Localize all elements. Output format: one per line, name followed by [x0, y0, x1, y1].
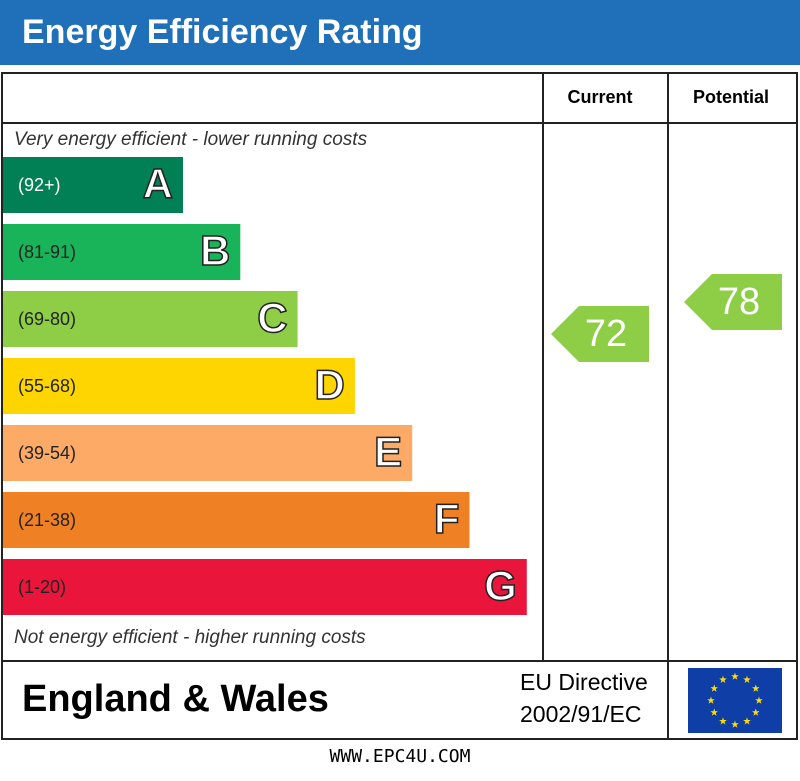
potential-arrow	[684, 274, 782, 330]
eu-star	[731, 720, 739, 728]
top-note: Very energy efficient - lower running co…	[14, 129, 368, 150]
band-letter: F	[434, 495, 460, 542]
column-header: Current	[567, 87, 632, 107]
band	[3, 224, 241, 280]
band	[3, 358, 355, 414]
band-letter: G	[484, 562, 517, 609]
directive: 2002/91/EC	[520, 701, 641, 727]
eu-star	[743, 717, 751, 725]
band-letter: C	[257, 294, 287, 341]
band	[3, 492, 470, 548]
eu-star	[752, 684, 760, 692]
column-header: Potential	[693, 87, 769, 107]
band-range: (39-54)	[18, 443, 76, 463]
title-bar	[0, 0, 800, 65]
band	[3, 157, 183, 213]
website: WWW.EPC4U.COM	[330, 746, 471, 767]
bands: (92+) A (81-91) B (69-80) C (55-68) D (39-54) E (2…	[3, 157, 527, 615]
frame	[1, 72, 798, 740]
band-letter: B	[200, 227, 230, 274]
eu-stars	[707, 672, 763, 728]
band	[3, 291, 298, 347]
band-range: (21-38)	[18, 510, 76, 530]
band-letter: D	[315, 361, 345, 408]
eu-star	[731, 672, 739, 680]
eu-star	[719, 717, 727, 725]
band-range: (1-20)	[18, 577, 66, 597]
eu-star	[710, 708, 718, 716]
band-range: (92+)	[18, 175, 61, 195]
eu-star	[710, 684, 718, 692]
band	[3, 559, 527, 615]
potential-rating: 78	[718, 281, 760, 323]
band-range: (81-91)	[18, 242, 76, 262]
eu-star	[707, 696, 715, 704]
band-range: (69-80)	[18, 309, 76, 329]
region: England & Wales	[22, 678, 329, 720]
bottom-note: Not energy efficient - higher running co…	[14, 627, 366, 648]
band-range: (55-68)	[18, 376, 76, 396]
current-rating: 72	[585, 313, 627, 355]
eu-star	[752, 708, 760, 716]
eu-star	[719, 675, 727, 683]
directive: EU Directive	[520, 669, 648, 695]
band	[3, 425, 413, 481]
title: Energy Efficiency Rating	[22, 13, 423, 51]
eu-star	[743, 675, 751, 683]
band-letter: A	[143, 160, 173, 207]
eu-star	[755, 696, 763, 704]
band-letter: E	[374, 428, 402, 475]
current-arrow	[551, 306, 649, 362]
